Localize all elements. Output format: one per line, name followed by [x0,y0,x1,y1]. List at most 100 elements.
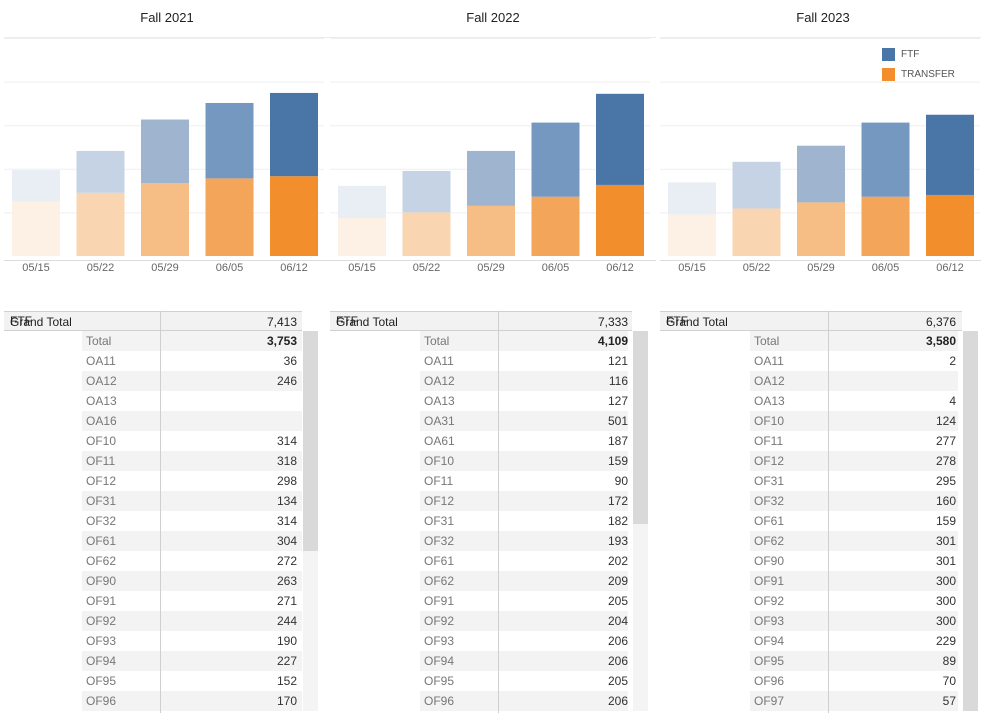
table-row[interactable]: OA13 127 [420,391,628,411]
scrollbar-thumb[interactable] [963,331,978,711]
bar-transfer-05-15[interactable] [12,201,60,257]
table-row[interactable]: OF92 300 [750,591,958,611]
bar-ftf-06-12[interactable] [270,92,318,177]
table-row[interactable]: OA11 36 [82,351,302,371]
table-row[interactable]: OF91 205 [420,591,628,611]
table-row[interactable]: OA61 187 [420,431,628,451]
bar-ftf-06-05[interactable] [531,122,580,197]
table-row[interactable]: OA12 246 [82,371,302,391]
table-row[interactable]: OF92 244 [82,611,302,631]
bar-transfer-06-05[interactable] [205,178,254,256]
row-code: OA11 [754,354,784,368]
table-row[interactable]: OF62 272 [82,551,302,571]
table-row[interactable]: OF90 263 [82,571,302,591]
table-row[interactable]: OF31 295 [750,471,958,491]
table-row[interactable]: OF62 209 [420,571,628,591]
legend-item-transfer[interactable]: TRANSFER [882,64,955,84]
table-row[interactable]: OF31 182 [420,511,628,531]
table-row[interactable]: OF93 190 [82,631,302,651]
bar-ftf-05-29[interactable] [797,145,845,203]
bar-ftf-06-12[interactable] [596,93,644,185]
table-row[interactable]: OF93 206 [420,631,628,651]
bar-ftf-05-15[interactable] [12,170,60,202]
bar-transfer-05-29[interactable] [467,205,515,256]
bar-ftf-05-22[interactable] [76,150,125,193]
table-row[interactable]: OA11 121 [420,351,628,371]
table-row[interactable]: OF92 204 [420,611,628,631]
table-row[interactable]: OF96 70 [750,671,958,691]
scrollbar-track[interactable] [963,331,978,711]
table-row[interactable]: OF61 159 [750,511,958,531]
bar-ftf-05-15[interactable] [338,185,386,219]
bar-transfer-06-12[interactable] [926,194,974,256]
bar-ftf-06-05[interactable] [861,122,910,197]
table-row[interactable]: OF10 124 [750,411,958,431]
bar-ftf-05-15[interactable] [668,182,716,215]
table-row[interactable]: OF96 206 [420,691,628,711]
bar-transfer-06-12[interactable] [270,176,318,256]
table-row[interactable]: OA16 [82,411,302,431]
bar-ftf-05-22[interactable] [732,161,781,209]
table-row[interactable]: OF91 271 [82,591,302,611]
bar-transfer-05-22[interactable] [402,212,451,256]
table-row[interactable]: OF32 314 [82,511,302,531]
table-row[interactable]: OF95 205 [420,671,628,691]
table-row[interactable]: OF12 278 [750,451,958,471]
table-row[interactable]: OA13 4 [750,391,958,411]
table-row[interactable]: OF95 89 [750,651,958,671]
table-row[interactable]: OF97 57 [750,691,958,711]
table-row[interactable]: OF10 314 [82,431,302,451]
bar-transfer-05-29[interactable] [797,202,845,256]
table-row[interactable]: OF31 134 [82,491,302,511]
table-row[interactable]: OF61 304 [82,531,302,551]
bar-ftf-06-05[interactable] [205,102,254,179]
table-row[interactable]: OF91 300 [750,571,958,591]
table-row[interactable]: OF12 298 [82,471,302,491]
table-row[interactable]: OF12 172 [420,491,628,511]
table-row[interactable]: OF94 229 [750,631,958,651]
table-row[interactable]: OF32 193 [420,531,628,551]
bar-ftf-05-29[interactable] [467,150,515,206]
table-row[interactable]: OF62 301 [750,531,958,551]
legend-item-ftf[interactable]: FTF [882,44,955,64]
bar-ftf-05-22[interactable] [402,170,451,213]
scrollbar-thumb[interactable] [303,331,318,551]
table-row[interactable]: OF95 152 [82,671,302,691]
table-row[interactable]: OF11 90 [420,471,628,491]
bar-transfer-05-15[interactable] [338,218,386,256]
bar-transfer-05-22[interactable] [732,208,781,256]
bar-ftf-05-29[interactable] [141,119,189,184]
scrollbar-thumb[interactable] [633,331,648,524]
bar-ftf-06-12[interactable] [926,114,974,195]
table-row[interactable]: OA12 116 [420,371,628,391]
row-value: 159 [607,454,628,468]
bar-transfer-05-15[interactable] [668,214,716,256]
table-row[interactable]: OA12 [750,371,958,391]
bar-transfer-06-05[interactable] [861,196,910,256]
table-row[interactable]: OF10 159 [420,451,628,471]
table-row[interactable]: OF90 301 [750,551,958,571]
row-value: 152 [276,674,297,688]
total-value: 4,109 [597,334,628,348]
table-row[interactable]: OF32 160 [750,491,958,511]
bar-transfer-06-05[interactable] [531,196,580,256]
scrollbar-track[interactable] [633,331,648,711]
bar-transfer-05-22[interactable] [76,192,125,256]
table-row[interactable]: OF61 202 [420,551,628,571]
bar-transfer-06-12[interactable] [596,184,644,256]
scrollbar-track[interactable] [303,331,318,711]
table-row[interactable]: OF94 206 [420,651,628,671]
table-row[interactable]: OA13 [82,391,302,411]
grand-total-label: Grand Total [10,315,72,329]
table-row[interactable]: OF94 227 [82,651,302,671]
table-row[interactable]: OF96 170 [82,691,302,711]
table-row[interactable]: OA11 2 [750,351,958,371]
x-tick-label: 05/22 [742,262,771,274]
table-row[interactable]: OF93 300 [750,611,958,631]
table-row[interactable]: OA31 501 [420,411,628,431]
grand-total-value: 7,333 [597,315,628,329]
table-row[interactable]: OF11 277 [750,431,958,451]
bar-transfer-05-29[interactable] [141,183,189,256]
row-code: OF10 [86,434,117,448]
table-row[interactable]: OF11 318 [82,451,302,471]
